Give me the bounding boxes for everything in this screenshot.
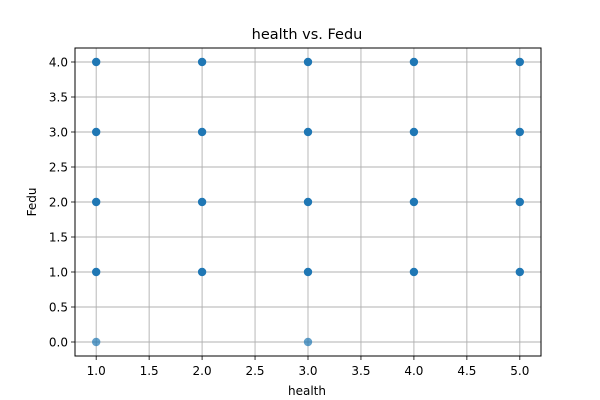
scatter-point — [409, 267, 419, 277]
scatter-point — [515, 197, 525, 207]
scatter-point — [91, 267, 101, 277]
y-tick-label: 4.0 — [49, 56, 68, 70]
y-tick-label: 1.0 — [49, 266, 68, 280]
scatter-point — [91, 57, 101, 67]
axis-ticks: 1.0 1.5 2.0 2.5 3.0 3.5 4.0 4.5 5.0 0.0 0.5 1.0 1.5 2… — [49, 56, 529, 379]
y-axis-label: Fedu — [25, 188, 39, 217]
scatter-point — [515, 127, 525, 137]
scatter-point — [91, 337, 101, 347]
scatter-point — [197, 197, 207, 207]
scatter-point — [303, 127, 313, 137]
x-tick-label: 3.5 — [351, 364, 370, 378]
x-tick-label: 2.5 — [245, 364, 264, 378]
scatter-point — [197, 267, 207, 277]
scatter-point — [303, 197, 313, 207]
scatter-point — [303, 267, 313, 277]
scatter-point — [409, 197, 419, 207]
plot-frame — [74, 47, 542, 357]
y-tick-label: 0.0 — [49, 336, 68, 350]
x-tick-label: 5.0 — [510, 364, 529, 378]
data-points — [91, 57, 525, 347]
y-tick-label: 0.5 — [49, 301, 68, 315]
x-tick-label: 1.0 — [87, 364, 106, 378]
scatter-point — [409, 127, 419, 137]
y-tick-label: 3.5 — [49, 91, 68, 105]
y-tick-label: 3.0 — [49, 126, 68, 140]
scatter-point — [91, 197, 101, 207]
chart-title: health vs. Fedu — [252, 27, 363, 43]
x-axis-label: health — [288, 384, 326, 398]
x-tick-label: 4.5 — [457, 364, 476, 378]
scatter-point — [515, 267, 525, 277]
scatter-point — [197, 127, 207, 137]
x-tick-label: 2.0 — [193, 364, 212, 378]
scatter-point — [409, 57, 419, 67]
y-tick-label: 1.5 — [49, 231, 68, 245]
scatter-point — [515, 57, 525, 67]
x-tick-label: 3.0 — [298, 364, 317, 378]
scatter-point — [303, 337, 313, 347]
y-tick-label: 2.5 — [49, 161, 68, 175]
y-tick-label: 2.0 — [49, 196, 68, 210]
scatter-point — [303, 57, 313, 67]
scatter-point — [91, 127, 101, 137]
scatter-point — [197, 57, 207, 67]
x-tick-label: 1.5 — [140, 364, 159, 378]
x-tick-label: 4.0 — [404, 364, 423, 378]
